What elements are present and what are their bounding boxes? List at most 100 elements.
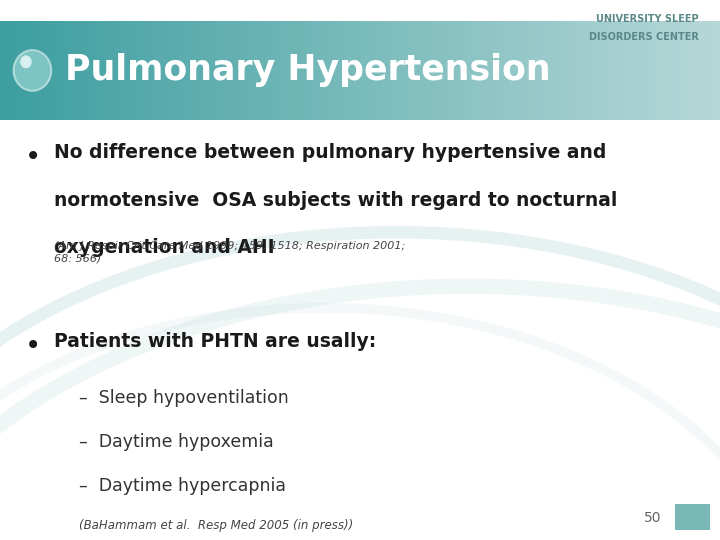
Bar <box>173 21 181 120</box>
Bar <box>677 21 685 120</box>
Bar <box>389 21 397 120</box>
Bar <box>684 21 692 120</box>
Bar <box>209 21 217 120</box>
Bar <box>490 21 498 120</box>
Bar <box>403 21 411 120</box>
Bar <box>0 21 8 120</box>
Text: •: • <box>25 143 42 171</box>
Bar <box>259 21 267 120</box>
Bar <box>475 21 483 120</box>
Bar <box>274 21 282 120</box>
Bar <box>482 21 490 120</box>
Bar <box>14 21 22 120</box>
Bar <box>410 21 418 120</box>
Bar <box>7 21 15 120</box>
Ellipse shape <box>20 56 32 69</box>
Bar <box>382 21 390 120</box>
Bar <box>187 21 195 120</box>
Bar <box>158 21 166 120</box>
Bar <box>86 21 94 120</box>
Bar <box>706 21 714 120</box>
Bar <box>662 21 670 120</box>
Bar <box>144 21 152 120</box>
Text: •: • <box>25 332 42 360</box>
Bar <box>533 21 541 120</box>
Bar <box>454 21 462 120</box>
Bar <box>346 21 354 120</box>
Text: No difference between pulmonary hypertensive and: No difference between pulmonary hyperten… <box>54 143 606 162</box>
Bar <box>65 21 73 120</box>
Bar <box>691 21 699 120</box>
Bar <box>590 21 598 120</box>
Bar <box>310 21 318 120</box>
Bar <box>238 21 246 120</box>
Text: –  Daytime hypercapnia: – Daytime hypercapnia <box>79 477 287 495</box>
Bar <box>518 21 526 120</box>
Bar <box>576 21 584 120</box>
Bar <box>194 21 202 120</box>
Bar <box>374 21 382 120</box>
Bar <box>223 21 231 120</box>
Bar <box>36 21 44 120</box>
Bar <box>468 21 476 120</box>
Bar <box>655 21 663 120</box>
Bar <box>439 21 447 120</box>
Bar <box>497 21 505 120</box>
Bar <box>446 21 454 120</box>
Bar <box>166 21 174 120</box>
Bar <box>698 21 706 120</box>
Text: UNIVERSITY SLEEP: UNIVERSITY SLEEP <box>595 14 698 24</box>
Text: Pulmonary Hypertension: Pulmonary Hypertension <box>65 53 550 87</box>
Bar <box>504 21 512 120</box>
Bar <box>634 21 642 120</box>
Bar <box>648 21 656 120</box>
Text: 50: 50 <box>644 511 662 525</box>
Text: normotensive  OSA subjects with regard to nocturnal: normotensive OSA subjects with regard to… <box>54 191 617 210</box>
Bar <box>605 21 613 120</box>
Bar <box>641 21 649 120</box>
Bar <box>302 21 310 120</box>
Bar <box>288 21 296 120</box>
Bar <box>180 21 188 120</box>
Bar <box>562 21 570 120</box>
Bar <box>252 21 260 120</box>
Bar <box>598 21 606 120</box>
Bar <box>626 21 634 120</box>
Bar <box>612 21 620 120</box>
Bar <box>122 21 130 120</box>
Bar <box>43 21 51 120</box>
Bar <box>554 21 562 120</box>
Bar <box>526 21 534 120</box>
Bar <box>216 21 224 120</box>
Bar <box>230 21 238 120</box>
Bar <box>245 21 253 120</box>
Bar <box>461 21 469 120</box>
Bar <box>511 21 519 120</box>
Bar <box>115 21 123 120</box>
Bar <box>317 21 325 120</box>
Bar <box>432 21 440 120</box>
Bar <box>29 21 37 120</box>
Text: –  Sleep hypoventilation: – Sleep hypoventilation <box>79 389 289 407</box>
Text: (Am J Respir Crit Care Med 1999; 159: 1518; Respiration 2001;
68: 566): (Am J Respir Crit Care Med 1999; 159: 15… <box>54 241 405 264</box>
Bar <box>425 21 433 120</box>
Text: (BaHammam et al.  Resp Med 2005 (in press)): (BaHammam et al. Resp Med 2005 (in press… <box>79 519 354 532</box>
Bar <box>569 21 577 120</box>
Bar <box>540 21 548 120</box>
Bar <box>50 21 58 120</box>
Bar <box>0 0 720 21</box>
Text: –  Daytime hypoxemia: – Daytime hypoxemia <box>79 433 274 451</box>
Text: Patients with PHTN are usally:: Patients with PHTN are usally: <box>54 332 377 351</box>
Bar <box>353 21 361 120</box>
Bar <box>331 21 339 120</box>
Bar <box>202 21 210 120</box>
Text: DISORDERS CENTER: DISORDERS CENTER <box>588 32 698 43</box>
Bar <box>396 21 404 120</box>
Bar <box>675 504 710 530</box>
Bar <box>360 21 368 120</box>
Bar <box>713 21 720 120</box>
Bar <box>547 21 555 120</box>
Bar <box>418 21 426 120</box>
Bar <box>58 21 66 120</box>
Bar <box>130 21 138 120</box>
